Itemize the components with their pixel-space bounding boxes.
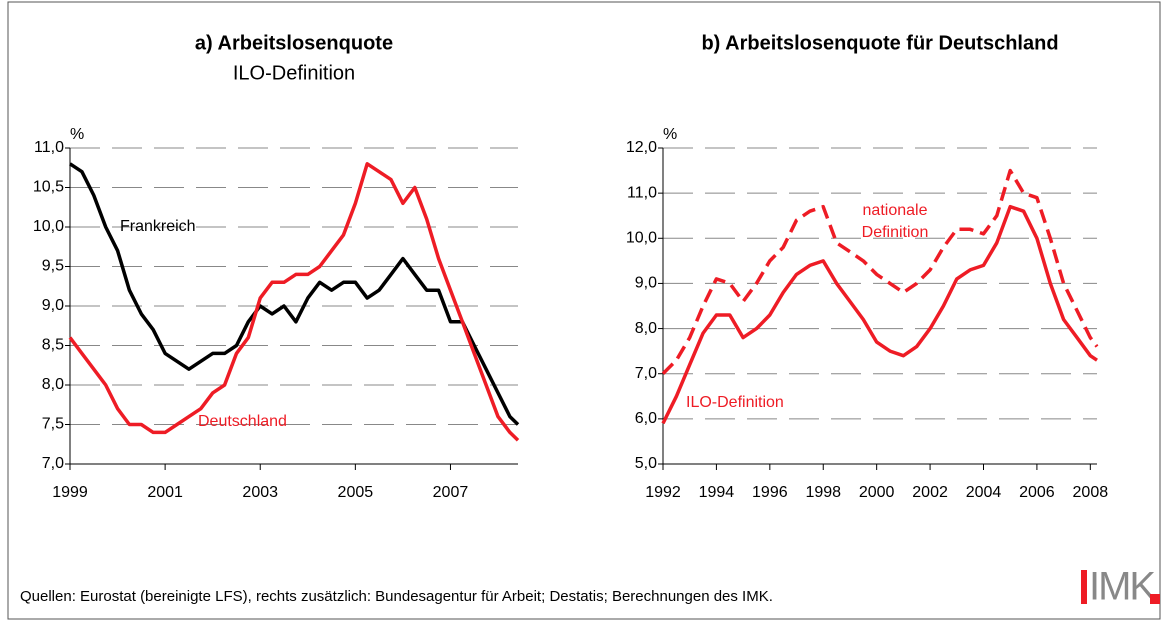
series-label: nationale Definition — [861, 202, 929, 241]
y-tick-label: 12,0 — [626, 139, 657, 156]
y-tick-label: 9,0 — [635, 275, 657, 292]
series-line — [661, 204, 1098, 425]
chart-subtitle: ILO-Definition — [233, 62, 355, 84]
y-tick-label: 11,0 — [627, 184, 657, 201]
y-tick-label: 6,0 — [635, 410, 657, 427]
frame — [7, 1, 1161, 620]
x-tick-label: 2006 — [1019, 484, 1055, 501]
y-tick-label: 10,0 — [33, 218, 64, 235]
chart-title: b) Arbeitslosenquote für Deutschland — [701, 32, 1058, 54]
y-tick-label: 8,5 — [42, 337, 64, 354]
series-line — [661, 168, 1099, 375]
logo-dot — [1150, 594, 1160, 604]
x-tick-label: 2007 — [433, 484, 469, 501]
x-tick-label: 2000 — [859, 484, 895, 501]
y-tick-label: 8,0 — [635, 320, 657, 337]
y-tick-label: 7,5 — [42, 416, 64, 433]
y-tick-label: 10,0 — [626, 230, 657, 247]
x-tick-label: 2004 — [966, 484, 1002, 501]
x-tick-label: 1992 — [645, 484, 681, 501]
x-tick-label: 1994 — [699, 484, 735, 501]
logo-bar — [1081, 570, 1087, 604]
y-tick-label: 5,0 — [635, 455, 657, 472]
chart-title: a) Arbeitslosenquote — [195, 32, 393, 54]
x-tick-label: 2002 — [912, 484, 948, 501]
y-tick-label: 10,5 — [33, 179, 64, 196]
series-label: ILO-Definition — [686, 394, 784, 411]
x-tick-label: 2001 — [147, 484, 183, 501]
y-tick-label: 9,0 — [42, 297, 64, 314]
series-label: Deutschland — [198, 413, 287, 430]
y-tick-label: 11,0 — [34, 139, 64, 156]
logo: IMK — [1089, 565, 1156, 609]
x-tick-label: 2005 — [338, 484, 374, 501]
x-tick-label: 1996 — [752, 484, 788, 501]
y-axis-label: % — [663, 126, 677, 143]
y-tick-label: 7,0 — [635, 365, 657, 382]
source: Quellen: Eurostat (bereinigte LFS), rech… — [20, 588, 773, 605]
x-tick-label: 1998 — [805, 484, 841, 501]
y-tick-label: 7,0 — [42, 455, 64, 472]
series-label: Frankreich — [120, 218, 196, 235]
y-tick-label: 9,5 — [42, 258, 64, 275]
series-line — [68, 162, 520, 442]
y-tick-label: 8,0 — [42, 376, 64, 393]
x-tick-label: 1999 — [52, 484, 88, 501]
series-line — [69, 162, 520, 426]
x-tick-label: 2003 — [242, 484, 278, 501]
y-axis-label: % — [70, 126, 84, 143]
x-tick-label: 2008 — [1073, 484, 1109, 501]
